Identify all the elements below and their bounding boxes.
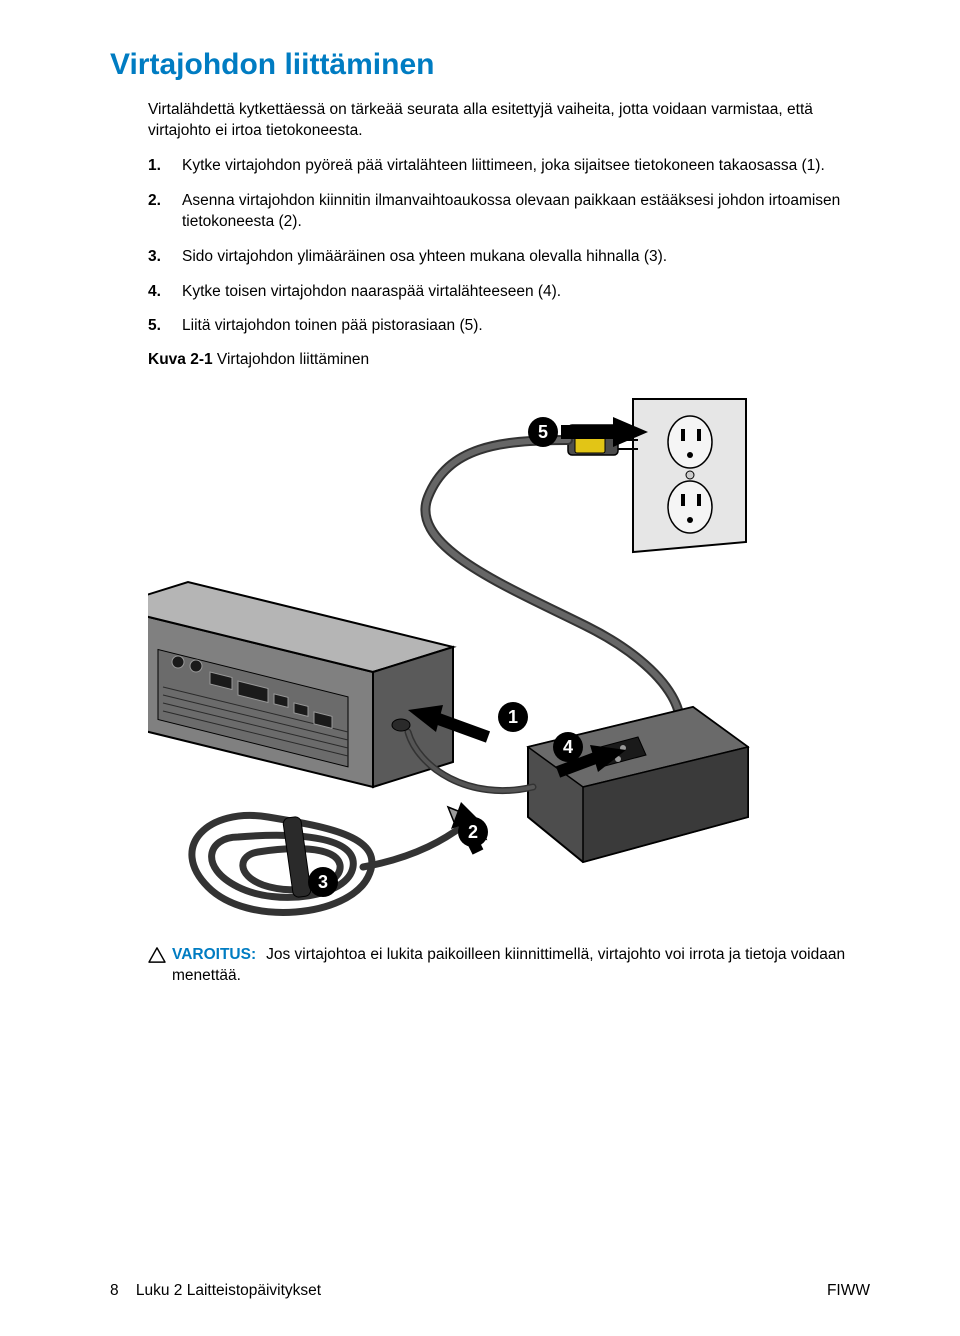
- callout-3: 3: [308, 867, 338, 897]
- step-text: Asenna virtajohdon kiinnitin ilmanvaihto…: [182, 191, 870, 233]
- step-number: 4.: [148, 282, 182, 303]
- footer-left: 8 Luku 2 Laitteistopäivitykset: [110, 1282, 321, 1300]
- step-text: Liitä virtajohdon toinen pää pistorasiaa…: [182, 316, 870, 337]
- callout-1: 1: [498, 702, 528, 732]
- list-item: 3. Sido virtajohdon ylimääräinen osa yht…: [148, 247, 870, 268]
- callout-4: 4: [553, 732, 583, 762]
- computer-rear-icon: [148, 582, 453, 787]
- list-item: 4. Kytke toisen virtajohdon naaraspää vi…: [148, 282, 870, 303]
- step-number: 2.: [148, 191, 182, 233]
- page-title: Virtajohdon liittäminen: [110, 48, 870, 82]
- callout-5: 5: [528, 417, 558, 447]
- page-footer: 8 Luku 2 Laitteistopäivitykset FIWW: [110, 1282, 870, 1300]
- callout-2: 2: [458, 817, 488, 847]
- warning-text: Jos virtajohtoa ei lukita paikoilleen ki…: [172, 946, 845, 984]
- svg-text:1: 1: [508, 707, 518, 727]
- figure-label-text: Virtajohdon liittäminen: [213, 351, 370, 368]
- figure-illustration: 1 2 3 4 5: [148, 387, 758, 917]
- figure-label-number: Kuva 2-1: [148, 351, 213, 368]
- step-text: Kytke toisen virtajohdon naaraspää virta…: [182, 282, 870, 303]
- caution-triangle-icon: [148, 947, 166, 963]
- step-text: Kytke virtajohdon pyöreä pää virtalähtee…: [182, 156, 870, 177]
- wall-outlet-icon: [633, 399, 746, 552]
- svg-text:2: 2: [468, 822, 478, 842]
- list-item: 2. Asenna virtajohdon kiinnitin ilmanvai…: [148, 191, 870, 233]
- list-item: 1. Kytke virtajohdon pyöreä pää virtaläh…: [148, 156, 870, 177]
- step-text: Sido virtajohdon ylimääräinen osa yhteen…: [182, 247, 870, 268]
- page: Virtajohdon liittäminen Virtalähdettä ky…: [0, 0, 960, 1336]
- intro-paragraph: Virtalähdettä kytkettäessä on tärkeää se…: [148, 100, 870, 142]
- svg-text:5: 5: [538, 422, 548, 442]
- step-number: 3.: [148, 247, 182, 268]
- chapter-label: Luku 2 Laitteistopäivitykset: [136, 1282, 321, 1299]
- warning-label: VAROITUS:: [172, 946, 256, 963]
- step-number: 1.: [148, 156, 182, 177]
- svg-text:4: 4: [563, 737, 573, 757]
- step-number: 5.: [148, 316, 182, 337]
- svg-text:3: 3: [318, 872, 328, 892]
- warning-text-block: VAROITUS:Jos virtajohtoa ei lukita paiko…: [172, 945, 870, 987]
- power-adapter-icon: [528, 707, 748, 862]
- steps-list: 1. Kytke virtajohdon pyöreä pää virtaläh…: [148, 156, 870, 338]
- list-item: 5. Liitä virtajohdon toinen pää pistoras…: [148, 316, 870, 337]
- warning-note: VAROITUS:Jos virtajohtoa ei lukita paiko…: [148, 945, 870, 987]
- footer-right: FIWW: [827, 1282, 870, 1300]
- figure-caption: Kuva 2-1 Virtajohdon liittäminen: [148, 351, 870, 369]
- page-number: 8: [110, 1282, 119, 1299]
